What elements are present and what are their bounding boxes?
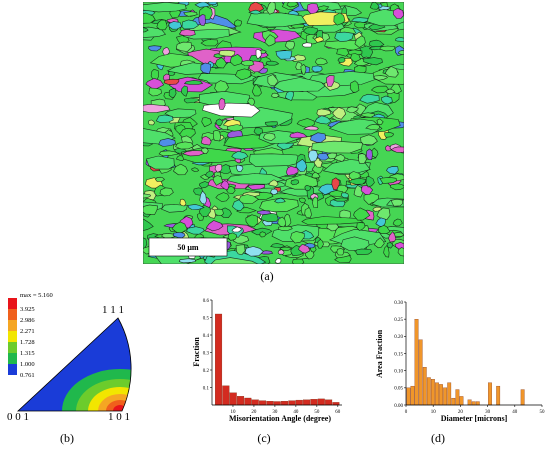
histogram-bar bbox=[251, 399, 259, 406]
histogram-bar bbox=[435, 382, 439, 406]
x-tick-label: 50 bbox=[314, 410, 320, 415]
legend-swatch-3 bbox=[8, 331, 17, 342]
y-tick-label: 0.6 bbox=[203, 299, 210, 304]
y-tick-label: 0.15 bbox=[394, 352, 403, 357]
x-tick-label: 40 bbox=[512, 410, 518, 415]
grain-size-histogram: 0 10 20 30 40 50 0.00 0.05 0.10 0.15 0.20 0.25 0.30… bbox=[375, 301, 546, 423]
histogram-bar bbox=[488, 382, 492, 406]
y-tick-label: 0.4 bbox=[203, 334, 210, 339]
x-tick-label: 20 bbox=[251, 410, 257, 415]
y-tick-label: 0.1 bbox=[203, 386, 210, 391]
x-tick-label: 30 bbox=[272, 410, 278, 415]
caption-a: (a) bbox=[260, 269, 274, 283]
scale-bar: 50 μm bbox=[148, 237, 228, 257]
histogram-bar bbox=[317, 398, 325, 406]
histogram-bar bbox=[496, 385, 501, 406]
caption-b: (b) bbox=[60, 431, 74, 445]
histogram-bar bbox=[475, 401, 480, 406]
histogram-bar bbox=[431, 379, 435, 406]
histogram-bar bbox=[281, 401, 289, 406]
ipf-triangle-outline bbox=[16, 317, 132, 412]
y-tick-label: 0.00 bbox=[394, 404, 403, 409]
y-tick-label: 0.3 bbox=[203, 351, 210, 356]
x-tick-label: 30 bbox=[485, 410, 491, 415]
y-axis-label: Fraction bbox=[192, 337, 201, 367]
histogram-bar bbox=[410, 385, 415, 406]
legend-value-5: 1.000 bbox=[20, 361, 35, 368]
y-tick-label: 0.10 bbox=[394, 369, 403, 374]
x-axis-label: Misorientation Angle (degree) bbox=[229, 414, 331, 423]
histogram-bar bbox=[443, 387, 448, 406]
histogram-bar bbox=[259, 400, 267, 406]
corner-label-111: 1 1 1 bbox=[102, 304, 124, 316]
histogram-bar bbox=[237, 396, 245, 406]
histogram-bar bbox=[332, 402, 340, 406]
histogram-bar bbox=[325, 399, 333, 406]
misorientation-histogram: 10 20 30 40 50 60 0.1 0.2 0.3 0.4 0.5 0.6 Misorien… bbox=[192, 299, 342, 423]
y-tick-label: 0.25 bbox=[394, 318, 403, 323]
legend-swatch-6 bbox=[8, 364, 17, 375]
legend-swatch-0 bbox=[8, 298, 17, 309]
scale-bar-label: 50 μm bbox=[177, 243, 199, 252]
histogram-bar bbox=[222, 385, 230, 406]
y-tick-label: 0.20 bbox=[394, 335, 403, 340]
histogram-bar bbox=[455, 389, 460, 406]
legend-swatch-2 bbox=[8, 320, 17, 331]
legend-value-3: 1.728 bbox=[20, 339, 35, 346]
legend-value-1: 2.986 bbox=[20, 317, 35, 324]
legend-value-0: 3.925 bbox=[20, 306, 35, 313]
x-tick-label: 10 bbox=[431, 410, 437, 415]
legend-header: max = 5.160 bbox=[20, 292, 53, 299]
histogram-bar bbox=[303, 399, 311, 406]
histogram-bar bbox=[229, 392, 237, 406]
grain-mosaic bbox=[143, 2, 404, 264]
histogram-bar bbox=[467, 399, 472, 406]
histogram-bar bbox=[266, 401, 274, 406]
histogram-bar bbox=[471, 401, 476, 406]
corner-label-101: 1 0 1 bbox=[108, 411, 130, 420]
ebsd-orientation-map: 50 μm bbox=[143, 2, 404, 264]
x-tick-label: 10 bbox=[230, 410, 236, 415]
histogram-bar bbox=[295, 399, 303, 406]
x-tick-label: 50 bbox=[540, 410, 546, 415]
legend-value-2: 2.271 bbox=[20, 328, 35, 335]
histogram-bar bbox=[406, 387, 411, 406]
histogram-bar bbox=[244, 397, 252, 406]
histogram-bar bbox=[273, 401, 281, 406]
histogram-bar bbox=[288, 400, 296, 406]
caption-c: (c) bbox=[257, 431, 271, 445]
legend-value-6: 0.761 bbox=[20, 372, 35, 379]
y-tick-label: 0.05 bbox=[394, 387, 403, 392]
histogram-bar bbox=[422, 367, 427, 406]
x-axis-label: Diameter [microns] bbox=[441, 414, 508, 423]
y-axis-label: Area Fraction bbox=[375, 329, 384, 378]
histogram-bar bbox=[459, 396, 464, 406]
histogram-bar bbox=[447, 382, 452, 406]
x-tick-label: 20 bbox=[458, 410, 464, 415]
caption-d: (d) bbox=[431, 431, 445, 445]
histogram-bar bbox=[439, 384, 443, 406]
histogram-bar bbox=[310, 399, 318, 406]
legend-swatch-4 bbox=[8, 342, 17, 353]
x-tick-label: 60 bbox=[335, 410, 341, 415]
histogram-bar bbox=[214, 313, 223, 406]
legend-value-4: 1.315 bbox=[20, 350, 35, 357]
x-tick-label: 40 bbox=[293, 410, 299, 415]
x-tick-label: 0 bbox=[405, 410, 408, 415]
histogram-bar bbox=[451, 397, 456, 406]
histogram-bar bbox=[414, 319, 419, 406]
y-tick-label: 0.2 bbox=[203, 369, 210, 374]
legend-swatch-5 bbox=[8, 353, 17, 364]
inverse-pole-figure: max = 5.160 3.925 2.986 2.271 1.728 1.31… bbox=[7, 292, 132, 420]
legend-swatch-1 bbox=[8, 309, 17, 320]
histogram-bar bbox=[418, 339, 423, 406]
corner-label-001: 0 0 1 bbox=[7, 411, 29, 420]
histogram-bar bbox=[426, 377, 431, 406]
y-tick-label: 0.5 bbox=[203, 316, 210, 321]
y-tick-label: 0.30 bbox=[394, 301, 403, 306]
histogram-bar bbox=[520, 389, 525, 406]
